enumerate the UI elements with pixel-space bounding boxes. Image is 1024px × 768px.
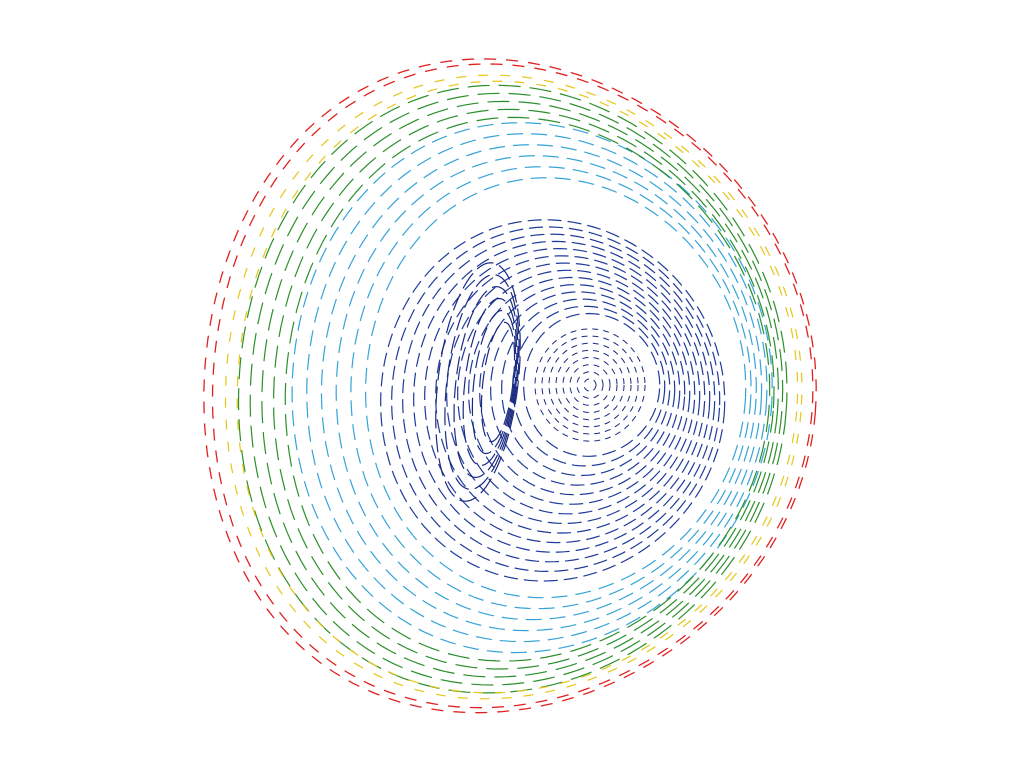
outer-middle-surface <box>261 100 779 678</box>
edge-surface <box>203 58 817 714</box>
core-surface <box>569 364 611 406</box>
outer-middle-surface <box>272 108 775 670</box>
core-surface <box>576 371 604 399</box>
inner-surface <box>391 226 721 573</box>
band-layer <box>203 58 817 714</box>
inner-surface <box>523 312 661 457</box>
edge-surface <box>211 63 814 709</box>
inner-surface <box>490 291 676 486</box>
inner-surface <box>446 262 696 524</box>
core-surface <box>583 378 597 392</box>
inner-surface <box>413 240 711 553</box>
inner-surface <box>501 298 671 477</box>
middle-surface <box>335 155 757 621</box>
middle-surface <box>365 177 747 599</box>
middle-surface <box>320 144 763 632</box>
outer-surface <box>236 80 799 694</box>
inner-surface <box>424 247 706 544</box>
outer-middle-surface <box>284 116 771 662</box>
island-surface <box>435 262 521 502</box>
island-surface <box>480 321 516 443</box>
core-surface <box>541 335 639 435</box>
island-surface <box>453 285 519 479</box>
inner-surface <box>402 233 716 563</box>
middle-surface <box>291 122 773 654</box>
core-surface <box>555 349 625 421</box>
outer-middle-surface <box>237 84 788 694</box>
middle-surface <box>350 166 752 610</box>
outer-surface <box>224 74 803 700</box>
middle-surface <box>306 133 768 643</box>
island-surface <box>471 309 517 455</box>
core-surface <box>548 342 632 428</box>
inner-surface <box>457 269 691 515</box>
island-surface <box>462 298 518 466</box>
inner-surface <box>479 284 681 496</box>
core-surface <box>562 357 618 413</box>
outer-middle-surface <box>249 92 784 686</box>
core-surface <box>534 328 646 442</box>
inner-surface <box>435 255 701 534</box>
inner-surface <box>380 219 726 582</box>
inner-surface <box>468 276 686 505</box>
inner-surface <box>512 305 666 467</box>
